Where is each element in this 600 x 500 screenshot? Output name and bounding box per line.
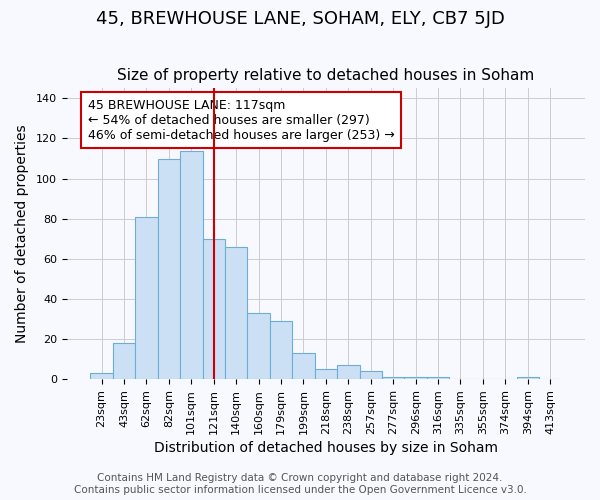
Bar [337,365,359,379]
Bar [382,377,404,379]
Bar [270,321,292,379]
Bar [427,377,449,379]
Bar [158,158,180,379]
Y-axis label: Number of detached properties: Number of detached properties [15,124,29,343]
Title: Size of property relative to detached houses in Soham: Size of property relative to detached ho… [117,68,535,83]
Bar [113,343,135,379]
Bar [247,313,270,379]
X-axis label: Distribution of detached houses by size in Soham: Distribution of detached houses by size … [154,441,498,455]
Text: Contains HM Land Registry data © Crown copyright and database right 2024.
Contai: Contains HM Land Registry data © Crown c… [74,474,526,495]
Bar [517,377,539,379]
Bar [203,239,225,379]
Bar [180,150,203,379]
Text: 45, BREWHOUSE LANE, SOHAM, ELY, CB7 5JD: 45, BREWHOUSE LANE, SOHAM, ELY, CB7 5JD [95,10,505,28]
Bar [359,371,382,379]
Text: 45 BREWHOUSE LANE: 117sqm
← 54% of detached houses are smaller (297)
46% of semi: 45 BREWHOUSE LANE: 117sqm ← 54% of detac… [88,98,394,142]
Bar [225,247,247,379]
Bar [292,353,314,379]
Bar [404,377,427,379]
Bar [135,216,158,379]
Bar [314,369,337,379]
Bar [91,373,113,379]
